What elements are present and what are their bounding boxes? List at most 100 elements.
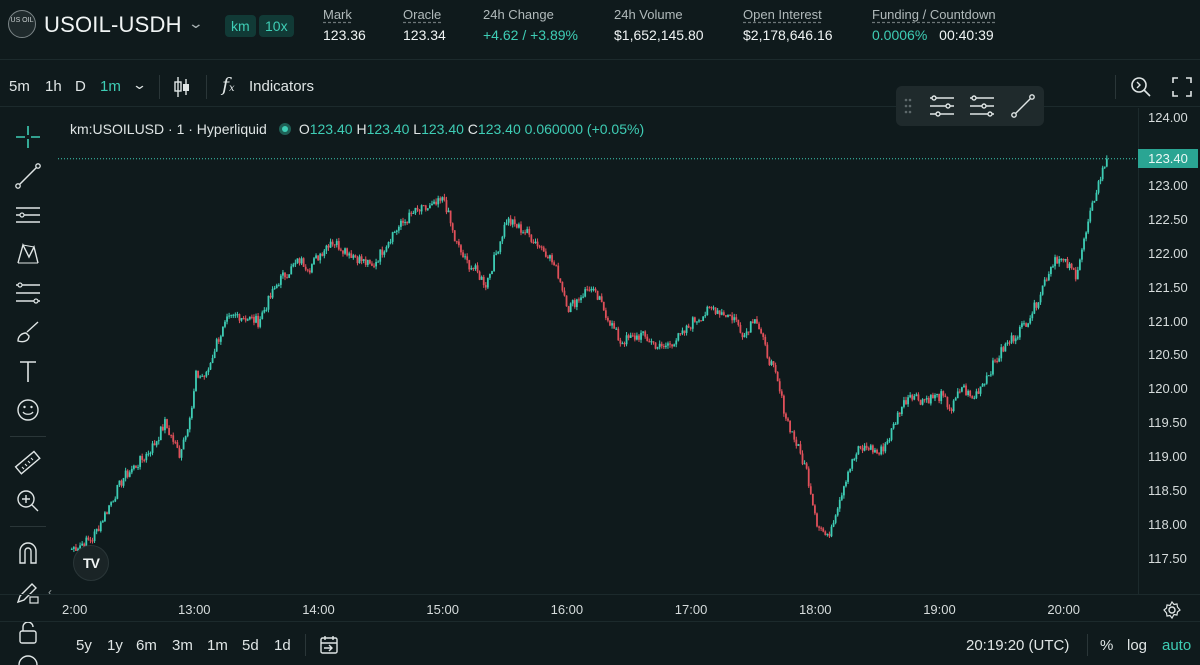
fx-icon[interactable]: fx xyxy=(222,74,235,96)
interval-d[interactable]: D xyxy=(75,78,86,95)
fullscreen-icon[interactable] xyxy=(1171,76,1193,103)
stat-open-interest-label[interactable]: Open Interest xyxy=(743,7,822,22)
candles-icon[interactable] xyxy=(172,75,192,104)
candle-body xyxy=(563,290,566,296)
stat-mark-label[interactable]: Mark xyxy=(323,7,352,22)
toolbar-bottom-border xyxy=(0,106,1200,107)
candle-body xyxy=(536,241,539,247)
candle-body xyxy=(927,398,930,404)
price-tick-label: 122.50 xyxy=(1148,211,1188,227)
indicators-button[interactable]: Indicators xyxy=(249,78,315,95)
drag-handle-icon[interactable] xyxy=(904,98,912,119)
candle-body xyxy=(464,256,466,258)
emoji-icon[interactable] xyxy=(12,395,44,425)
candle-body xyxy=(520,224,522,233)
candle-body xyxy=(437,198,440,205)
candle-body xyxy=(344,248,346,254)
candle-body xyxy=(383,251,386,255)
fib-retracement-icon[interactable] xyxy=(12,278,44,308)
crosshair-icon[interactable] xyxy=(12,122,44,152)
candle-body xyxy=(518,224,520,228)
utc-clock[interactable]: 20:19:20 (UTC) xyxy=(966,637,1070,654)
candle-body xyxy=(159,426,162,441)
ray-line-icon[interactable] xyxy=(1010,93,1036,124)
range-6m[interactable]: 6m xyxy=(136,637,157,654)
trend-line-icon[interactable] xyxy=(12,161,44,191)
chevron-down-icon[interactable]: ⌄ xyxy=(187,15,205,31)
magnet-icon[interactable] xyxy=(12,538,44,568)
eye-icon[interactable] xyxy=(12,652,44,665)
pencil-lock-icon[interactable] xyxy=(12,578,44,608)
candle-body xyxy=(557,265,560,279)
candle-body xyxy=(946,396,949,408)
parallel-lines-icon[interactable] xyxy=(928,94,956,123)
stat-funding-label[interactable]: Funding / Countdown xyxy=(872,7,996,22)
interval-chevron-icon[interactable]: ⌄ xyxy=(131,77,148,92)
candle-body xyxy=(269,295,272,298)
candle-body xyxy=(664,345,667,348)
candle-body xyxy=(222,326,224,337)
legend-symbol[interactable]: km:USOILUSD · 1 · Hyperliquid xyxy=(70,121,267,137)
range-1d[interactable]: 1d xyxy=(274,637,291,654)
range-3m[interactable]: 3m xyxy=(172,637,193,654)
candle-body xyxy=(298,258,301,264)
candle-body xyxy=(188,418,191,430)
interval-1h[interactable]: 1h xyxy=(45,78,62,95)
candle-body xyxy=(259,318,262,327)
interval-1m[interactable]: 1m xyxy=(100,78,121,95)
candle-body xyxy=(963,385,965,388)
candle-body xyxy=(267,295,270,310)
candle-body xyxy=(925,398,928,400)
ruler-icon[interactable] xyxy=(12,448,44,478)
leverage-tag[interactable]: 10x xyxy=(259,15,294,37)
candle-body xyxy=(718,310,721,315)
range-1m[interactable]: 1m xyxy=(207,637,228,654)
collapse-chevron-icon[interactable]: ‹ xyxy=(48,585,52,599)
candle-body xyxy=(979,386,982,394)
percent-toggle[interactable]: % xyxy=(1100,637,1114,654)
candle-body xyxy=(871,445,874,453)
text-tool-icon[interactable] xyxy=(12,356,44,386)
candle-body xyxy=(282,272,284,276)
candle-body xyxy=(253,316,255,323)
range-1y[interactable]: 1y xyxy=(107,637,123,654)
candle-body xyxy=(186,429,189,437)
price-chart[interactable] xyxy=(58,108,1138,594)
zoom-search-icon[interactable] xyxy=(1129,75,1153,104)
candle-body xyxy=(772,361,775,366)
stat-oracle-label[interactable]: Oracle xyxy=(403,7,442,22)
log-toggle[interactable]: log xyxy=(1127,637,1148,654)
candle-body xyxy=(453,230,456,242)
candle-body xyxy=(590,288,593,291)
zoom-in-icon[interactable] xyxy=(12,486,44,516)
pair-selector[interactable]: USOIL-USDH xyxy=(44,12,182,37)
lock-icon[interactable] xyxy=(12,618,44,648)
candle-body xyxy=(284,272,286,278)
candle-body xyxy=(1027,323,1030,327)
candle-body xyxy=(151,443,154,453)
candle-body xyxy=(751,321,754,324)
candle-body xyxy=(201,375,204,377)
chart-settings-icon[interactable] xyxy=(1162,600,1182,625)
fib-channel-icon[interactable] xyxy=(968,94,996,123)
range-5y[interactable]: 5y xyxy=(76,637,92,654)
candle-body xyxy=(973,397,976,399)
candle-body xyxy=(1072,268,1075,270)
horizontal-lines-icon[interactable] xyxy=(12,200,44,230)
candle-body xyxy=(934,395,936,399)
candle-body xyxy=(1105,158,1108,167)
candle-body xyxy=(1052,266,1054,268)
candle-body xyxy=(203,375,206,377)
auto-toggle[interactable]: auto xyxy=(1162,637,1192,654)
candle-body xyxy=(340,249,342,251)
candle-body xyxy=(1101,167,1104,180)
tradingview-logo[interactable]: TV xyxy=(73,545,109,581)
pattern-icon[interactable] xyxy=(12,239,44,269)
range-5d[interactable]: 5d xyxy=(242,637,259,654)
candle-body xyxy=(629,335,632,338)
brush-icon[interactable] xyxy=(12,317,44,347)
candle-body xyxy=(780,391,783,396)
goto-date-icon[interactable] xyxy=(318,634,340,661)
legend-l-label: L xyxy=(413,121,422,137)
interval-5m[interactable]: 5m xyxy=(9,78,30,95)
